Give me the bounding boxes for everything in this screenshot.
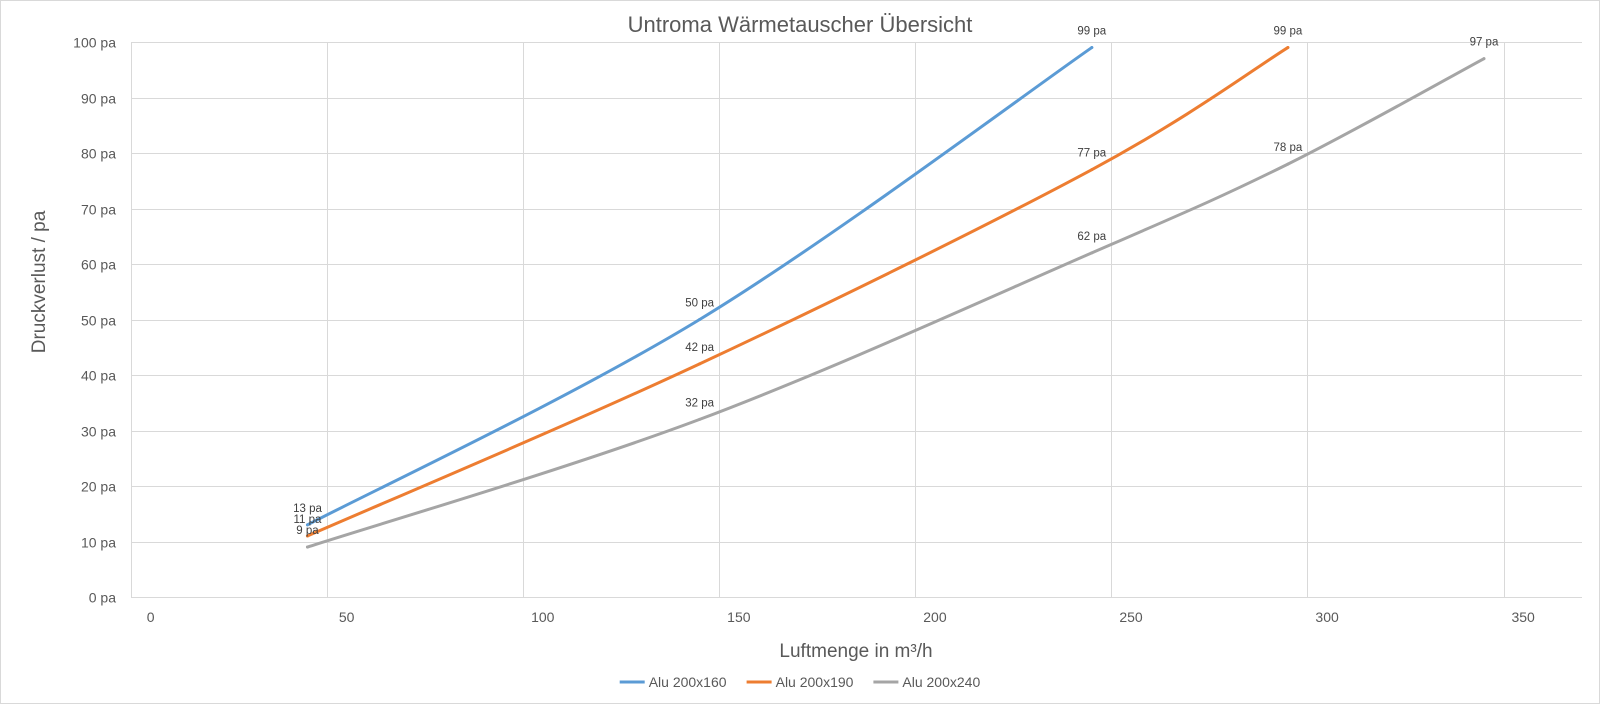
data-point: [1090, 251, 1094, 255]
y-tick-label: 90 pa: [81, 91, 116, 107]
data-label: 77 pa: [1077, 148, 1106, 160]
y-tick-label: 100 pa: [73, 35, 116, 51]
y-axis-title: Druckverlust / pa: [29, 210, 50, 353]
x-tick-label: 250: [1119, 609, 1143, 625]
legend-label: Alu 200x190: [776, 674, 854, 690]
y-tick-label: 60 pa: [81, 257, 116, 273]
y-tick-label: 50 pa: [81, 313, 116, 329]
data-label: 62 pa: [1077, 231, 1106, 243]
data-points: [305, 46, 1486, 549]
legend-item: Alu 200x190: [746, 674, 854, 690]
x-axis-tick-labels: 0 50 100 150 200 250 300 350: [147, 609, 1535, 625]
data-point: [1286, 162, 1290, 166]
data-point: [1482, 57, 1486, 61]
data-label: 42 pa: [685, 342, 714, 354]
x-tick-label: 350: [1511, 609, 1535, 625]
x-tick-label: 300: [1315, 609, 1339, 625]
y-tick-label: 70 pa: [81, 202, 116, 218]
data-point: [698, 362, 702, 366]
legend-item: Alu 200x160: [619, 674, 727, 690]
x-tick-label: 50: [339, 609, 355, 625]
data-point: [305, 534, 309, 538]
data-label: 78 pa: [1273, 142, 1302, 154]
data-point: [698, 318, 702, 321]
legend-item: Alu 200x240: [873, 674, 980, 690]
data-label: 9 pa: [296, 525, 319, 537]
y-tick-label: 10 pa: [81, 535, 116, 551]
x-tick-label: 100: [531, 609, 555, 625]
x-tick-label: 150: [727, 609, 751, 625]
data-label: 99 pa: [1077, 26, 1106, 38]
data-label: 99 pa: [1273, 26, 1302, 38]
chart-title: Untroma Wärmetauscher Übersicht: [628, 12, 973, 37]
data-label: 50 pa: [685, 298, 714, 310]
data-label: 32 pa: [685, 397, 714, 409]
gridlines: [131, 42, 1582, 598]
data-point: [305, 545, 309, 549]
y-tick-label: 80 pa: [81, 146, 116, 162]
data-point: [1286, 46, 1290, 50]
data-label: 11 pa: [294, 514, 323, 526]
x-tick-label: 0: [147, 609, 155, 625]
y-tick-label: 40 pa: [81, 368, 116, 384]
data-point: [1090, 168, 1094, 172]
data-point: [1090, 46, 1094, 50]
data-labels: 13 pa 50 pa 99 pa 11 pa 42 pa 77 pa 99 pa 9 pa 3…: [293, 26, 1499, 537]
legend-label: Alu 200x240: [902, 674, 980, 690]
legend: Alu 200x160 Alu 200x190 Alu 200x240: [619, 674, 980, 690]
series-line-alu-200x240: [305, 57, 1486, 549]
data-label: 13 pa: [293, 503, 322, 515]
data-point: [305, 523, 309, 527]
data-label: 97 pa: [1470, 37, 1499, 49]
y-tick-label: 0 pa: [89, 590, 116, 606]
y-tick-label: 20 pa: [81, 479, 116, 495]
y-tick-label: 30 pa: [81, 424, 116, 440]
data-point: [698, 417, 702, 421]
x-tick-label: 200: [923, 609, 947, 625]
y-axis-tick-labels: 0 pa 10 pa 20 pa 30 pa 40 pa 50 pa 60 pa 70 pa 8…: [73, 35, 116, 606]
series-line-alu-200x190: [305, 46, 1290, 538]
legend-label: Alu 200x160: [649, 674, 727, 690]
x-axis-title: Luftmenge in m³/h: [779, 641, 932, 662]
